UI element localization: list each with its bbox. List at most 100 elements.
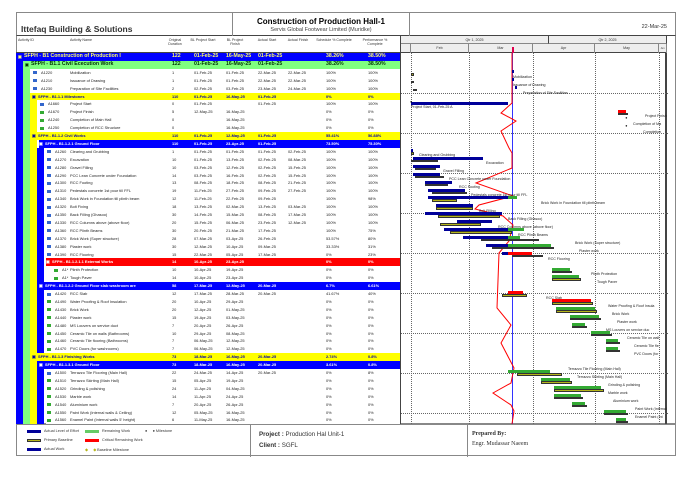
remaining-bar[interactable] bbox=[508, 243, 552, 247]
milestone-icon[interactable]: ● bbox=[625, 116, 628, 121]
activity-row[interactable]: A1330 RCC Columns above (above floor) 20 15… bbox=[46, 218, 400, 227]
actual-bar[interactable] bbox=[435, 204, 474, 208]
baseline-bar[interactable] bbox=[411, 152, 414, 155]
remaining-bar[interactable] bbox=[553, 393, 581, 397]
remaining-bar[interactable] bbox=[508, 235, 520, 239]
activity-row[interactable]: A1460 Ceramic Tile flooring (Bathrooms) 7 0… bbox=[46, 337, 400, 346]
baseline-bar[interactable] bbox=[572, 325, 587, 329]
baseline-bar[interactable] bbox=[439, 223, 482, 226]
activity-row[interactable]: A1480 MS Louvers on service duct 7 20-Apr-2… bbox=[46, 321, 400, 330]
remaining-bar[interactable] bbox=[551, 275, 579, 279]
activity-row[interactable]: A1470 PVC Doors (for washrooms) 7 06-May-25… bbox=[46, 345, 400, 354]
baseline-bar[interactable] bbox=[425, 183, 449, 187]
activity-row[interactable]: A1230 Preparation of Site Facilities 2 02-F… bbox=[32, 84, 400, 93]
actual-bar[interactable] bbox=[425, 212, 503, 216]
critical-remaining-bar[interactable] bbox=[618, 109, 627, 113]
remaining-bar[interactable] bbox=[508, 196, 517, 200]
activity-row[interactable]: A1310 Pedestals concrete 1st pour till FF… bbox=[46, 187, 400, 196]
actual-bar[interactable] bbox=[425, 180, 453, 184]
baseline-bar[interactable] bbox=[615, 420, 629, 424]
activity-row[interactable]: A1510 Terrazzo Skirting (Main Hall) 15 05-A… bbox=[46, 376, 400, 385]
wbs-row[interactable]: ▣ SFPH - B1.1 Civil Ececution Work 122 01-F… bbox=[25, 60, 400, 69]
baseline-bar[interactable] bbox=[431, 191, 467, 195]
baseline-bar[interactable] bbox=[605, 341, 621, 345]
baseline-bar[interactable] bbox=[553, 396, 583, 400]
actual-bar[interactable] bbox=[427, 188, 465, 192]
critical-remaining-bar[interactable] bbox=[508, 291, 524, 295]
activity-row[interactable]: A1550 Paint Work (Internal walls & Ceilin… bbox=[46, 408, 400, 417]
baseline-bar[interactable] bbox=[541, 381, 573, 384]
activity-row[interactable]: A1560 Enamel Paint (Internal walls 5' hei… bbox=[46, 416, 400, 425]
remaining-bar[interactable] bbox=[572, 322, 585, 326]
activity-row[interactable]: A1250 Completion of RCC Structure 0 16-May-… bbox=[39, 124, 400, 132]
activity-row[interactable]: A1660 Project Start 0 01-Feb-25 01-Feb-25 100… bbox=[39, 100, 400, 109]
col-activity-name[interactable]: Activity Name bbox=[70, 38, 92, 42]
activity-row[interactable]: A1380 Plaster work 30 12-Mar-25 10-Apr-25 09-… bbox=[46, 242, 400, 251]
baseline-bar[interactable] bbox=[411, 159, 438, 163]
remaining-bar[interactable] bbox=[605, 338, 618, 342]
actual-bar[interactable] bbox=[411, 101, 509, 105]
activity-row[interactable]: A1440 Plaster work 15 19-Apr-25 03-May-25 0% 0… bbox=[46, 313, 400, 322]
wbs-row[interactable]: ▣ SFPH - B1.1.2.1.1 External Works 14 10-Ap… bbox=[46, 258, 400, 267]
baseline-bar[interactable] bbox=[603, 412, 629, 416]
actual-bar[interactable] bbox=[485, 243, 509, 247]
activity-row[interactable]: A1540 Aluminium work 7 20-Apr-25 26-Apr-25 0%… bbox=[46, 400, 400, 409]
baseline-bar[interactable] bbox=[415, 167, 436, 171]
wbs-row[interactable]: ▣ SFPH - B1.1.3.1 Ground Floor 73 18-Mar-25… bbox=[39, 361, 400, 369]
actual-bar[interactable] bbox=[514, 85, 517, 89]
actual-bar[interactable] bbox=[512, 77, 515, 81]
remaining-bar[interactable] bbox=[572, 401, 585, 405]
activity-row[interactable]: A1420 RCC Slab 12 17-Mar-25 28-Mar-25 20-Mar-… bbox=[46, 290, 400, 298]
actual-bar[interactable] bbox=[413, 164, 440, 168]
remaining-bar[interactable] bbox=[591, 330, 610, 334]
baseline-bar[interactable] bbox=[437, 215, 500, 218]
remaining-bar[interactable] bbox=[570, 314, 600, 318]
wbs-row[interactable]: ▣ SFPH - B1 Construction of Production I 1… bbox=[18, 53, 400, 61]
critical-remaining-bar[interactable] bbox=[551, 299, 592, 303]
baseline-bar[interactable] bbox=[435, 207, 474, 210]
col-bl-start[interactable]: BL Project Start bbox=[190, 38, 216, 42]
actual-bar[interactable] bbox=[462, 235, 509, 239]
remaining-bar[interactable] bbox=[553, 386, 602, 389]
activity-row[interactable]: A1390 RCC Flooring 15 22-Mar-25 05-Apr-25 17-… bbox=[46, 250, 400, 259]
col-schedule-pct[interactable]: Schedule % Complete bbox=[316, 38, 352, 42]
wbs-row[interactable]: ▣ SFPH - B1.1.3 Finishing Works 73 18-Mar-2… bbox=[32, 353, 400, 362]
actual-bar[interactable] bbox=[444, 228, 509, 231]
baseline-bar[interactable] bbox=[431, 199, 457, 202]
baseline-bar[interactable] bbox=[411, 80, 414, 84]
wbs-row[interactable]: ▣ SFPH - B1.1.2.1 Ground Floor 110 01-Feb-2… bbox=[39, 139, 400, 148]
baseline-bar[interactable] bbox=[516, 373, 563, 376]
baseline-bar[interactable] bbox=[491, 246, 554, 250]
critical-remaining-bar[interactable] bbox=[508, 251, 533, 255]
activity-row[interactable]: A1220 Mobilization 1 01-Feb-25 01-Feb-25 22-M… bbox=[32, 68, 400, 77]
activity-row[interactable]: A1370 Brick Work (Super structure) 28 07-Ma… bbox=[46, 234, 400, 243]
baseline-bar[interactable] bbox=[572, 404, 587, 408]
activity-row[interactable]: A1530 Marble work 14 11-Apr-25 24-Apr-25 0% 0% bbox=[46, 392, 400, 401]
activity-row[interactable]: A1430 Brick Work 20 12-Apr-25 01-May-25 0% 0% bbox=[46, 305, 400, 314]
baseline-bar[interactable] bbox=[413, 88, 418, 92]
col-performance-pct[interactable]: Performance % Complete bbox=[362, 38, 388, 46]
milestone-icon[interactable]: ● bbox=[625, 124, 628, 129]
activity-row[interactable]: A1* Tough Paver 14 10-Apr-25 23-Apr-25 0% 0% bbox=[53, 274, 400, 283]
activity-row[interactable]: A1280 Gravel Filling 10 03-Feb-25 12-Feb-25 0… bbox=[46, 163, 400, 172]
baseline-bar[interactable] bbox=[605, 349, 621, 353]
actual-bar[interactable] bbox=[512, 70, 515, 73]
activity-row[interactable]: A1450 Ceramic Tile on walls (Bathrooms) 10… bbox=[46, 329, 400, 338]
baseline-bar[interactable] bbox=[481, 238, 540, 242]
col-original-duration[interactable]: Original Duration bbox=[168, 38, 182, 46]
actual-bar[interactable] bbox=[413, 156, 484, 160]
activity-row[interactable]: A1340 Brick Work in Foundation till plint… bbox=[46, 195, 400, 204]
activity-row[interactable]: A1210 Issuance of Drawing 1 01-Feb-25 01-Feb… bbox=[32, 76, 400, 85]
activity-row[interactable]: A1490 Water Proofing & Roof Insulation 20 1… bbox=[46, 297, 400, 306]
activity-row[interactable]: A1320 Bolt Fixing 18 13-Feb-25 02-Mar-25 13-F… bbox=[46, 203, 400, 211]
activity-row[interactable]: A1300 RCC Footing 13 08-Feb-25 18-Feb-25 08-F… bbox=[46, 179, 400, 188]
baseline-bar[interactable] bbox=[512, 254, 544, 258]
baseline-bar[interactable] bbox=[618, 112, 629, 116]
col-bl-finish[interactable]: BL Project Finish bbox=[226, 38, 244, 46]
remaining-bar[interactable] bbox=[551, 267, 571, 271]
baseline-bar[interactable] bbox=[450, 231, 513, 234]
remaining-bar[interactable] bbox=[605, 346, 618, 350]
baseline-bar[interactable] bbox=[570, 317, 602, 321]
remaining-bar[interactable] bbox=[615, 417, 627, 421]
activity-row[interactable]: A1520 Grinding & polishing 24 11-Apr-25 04-M… bbox=[46, 384, 400, 393]
